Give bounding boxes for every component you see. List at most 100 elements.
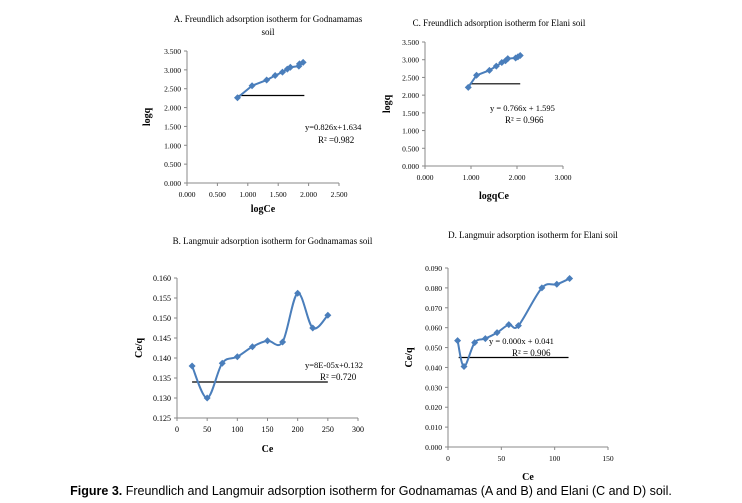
x-tick-label: 0 [446, 454, 450, 463]
data-point [514, 322, 522, 330]
data-point [504, 55, 512, 63]
chart-c: C. Freundlich adsorption isotherm for El… [382, 18, 586, 202]
y-tick-label: 0.135 [153, 374, 171, 383]
data-point [218, 359, 226, 367]
y-tick-label: 0.020 [425, 403, 442, 412]
y-tick-label: 0.140 [153, 354, 171, 363]
y-tick-label: 0.500 [402, 144, 419, 153]
y-tick-label: 0.160 [153, 274, 171, 283]
chart-title: B. Langmuir adsorption isotherm for Godn… [173, 236, 373, 246]
data-point [248, 343, 256, 351]
x-tick-label: 50 [203, 425, 211, 434]
r-squared-label: R² =0.720 [320, 372, 357, 382]
y-tick-label: 3.000 [164, 66, 181, 75]
x-tick-label: 1.000 [239, 190, 256, 199]
x-tick-label: 0.000 [179, 190, 196, 199]
x-tick-label: 1.500 [270, 190, 287, 199]
y-axis-label: logq [382, 94, 393, 113]
data-point [263, 76, 271, 84]
data-point [279, 338, 287, 346]
y-tick-label: 0.010 [425, 423, 442, 432]
y-tick-label: 0.070 [425, 304, 442, 313]
caption-label: Figure 3. [70, 484, 123, 498]
x-tick-label: 0 [175, 425, 179, 434]
data-point [324, 311, 332, 319]
x-tick-label: 100 [549, 454, 561, 463]
y-tick-label: 2.500 [164, 85, 181, 94]
x-tick-label: 150 [262, 425, 274, 434]
data-point [493, 329, 501, 337]
data-point [471, 339, 479, 347]
y-axis-label: logq [142, 107, 153, 126]
x-tick-label: 2.500 [331, 190, 348, 199]
y-tick-label: 3.500 [402, 38, 419, 47]
x-tick-label: 0.500 [209, 190, 226, 199]
trendline-equation: y = 0.766x + 1.595 [490, 103, 555, 113]
figure-caption: Figure 3. Freundlich and Langmuir adsorp… [0, 484, 742, 498]
data-point [473, 71, 481, 79]
data-point [271, 72, 279, 80]
data-point [505, 321, 513, 329]
data-point [264, 337, 271, 345]
chart-a: A. Freundlich adsorption isotherm for Go… [142, 14, 363, 215]
x-tick-label: 200 [292, 425, 304, 434]
y-axis-label: Ce/q [134, 338, 145, 358]
data-point [278, 68, 286, 76]
y-tick-label: 0.145 [153, 334, 171, 343]
y-tick-label: 2.000 [164, 104, 181, 113]
y-tick-label: 0.150 [153, 314, 171, 323]
y-tick-label: 1.500 [402, 109, 419, 118]
y-tick-label: 1.000 [402, 127, 419, 136]
trendline-equation: y = 0.000x + 0.041 [489, 336, 554, 346]
series-line [191, 292, 329, 399]
data-point [553, 280, 561, 288]
data-point [233, 353, 241, 361]
y-axis-label: Ce/q [404, 347, 415, 367]
x-tick-label: 2.000 [300, 190, 317, 199]
y-tick-label: 0.130 [153, 394, 171, 403]
y-tick-label: 0.000 [402, 162, 419, 171]
chart-title: D. Langmuir adsorption isotherm for Elan… [448, 230, 618, 240]
data-point [481, 335, 489, 343]
x-tick-label: 300 [352, 425, 364, 434]
x-tick-label: 2.000 [509, 173, 526, 182]
chart-b: B. Langmuir adsorption isotherm for Godn… [134, 236, 373, 455]
x-axis-label: Ce [522, 472, 534, 483]
y-tick-label: 0.155 [153, 294, 171, 303]
chart-title: A. Freundlich adsorption isotherm for Go… [174, 14, 363, 24]
chart-title-line2: soil [261, 27, 275, 37]
data-point [233, 94, 241, 102]
y-tick-label: 3.000 [402, 56, 419, 65]
data-point [294, 289, 302, 297]
data-point [464, 83, 472, 91]
y-tick-label: 0.050 [425, 344, 442, 353]
r-squared-label: R² =0.982 [318, 135, 354, 145]
x-tick-label: 0.000 [417, 173, 434, 182]
trendline-equation: y=0.826x+1.634 [305, 122, 362, 132]
x-tick-label: 50 [498, 454, 506, 463]
x-axis-label: logqCe [479, 191, 510, 202]
data-point [516, 51, 524, 59]
series-line [467, 54, 521, 88]
x-tick-label: 150 [602, 454, 614, 463]
data-point [454, 337, 462, 345]
data-point [309, 324, 317, 332]
data-point [460, 362, 468, 370]
y-tick-label: 0.090 [425, 264, 442, 273]
chart-title: C. Freundlich adsorption isotherm for El… [413, 18, 586, 28]
x-tick-label: 3.000 [555, 173, 572, 182]
y-tick-label: 0.500 [164, 160, 181, 169]
x-axis-label: logCe [251, 204, 276, 215]
y-tick-label: 0.125 [153, 414, 171, 423]
y-tick-label: 1.000 [164, 141, 181, 150]
data-point [485, 66, 493, 74]
y-tick-label: 0.030 [425, 383, 442, 392]
data-point [286, 63, 294, 71]
data-point [492, 62, 500, 70]
x-tick-label: 100 [231, 425, 243, 434]
y-tick-label: 3.500 [164, 47, 181, 56]
x-tick-label: 1.000 [463, 173, 480, 182]
y-tick-label: 0.040 [425, 363, 442, 372]
data-point [188, 362, 196, 370]
